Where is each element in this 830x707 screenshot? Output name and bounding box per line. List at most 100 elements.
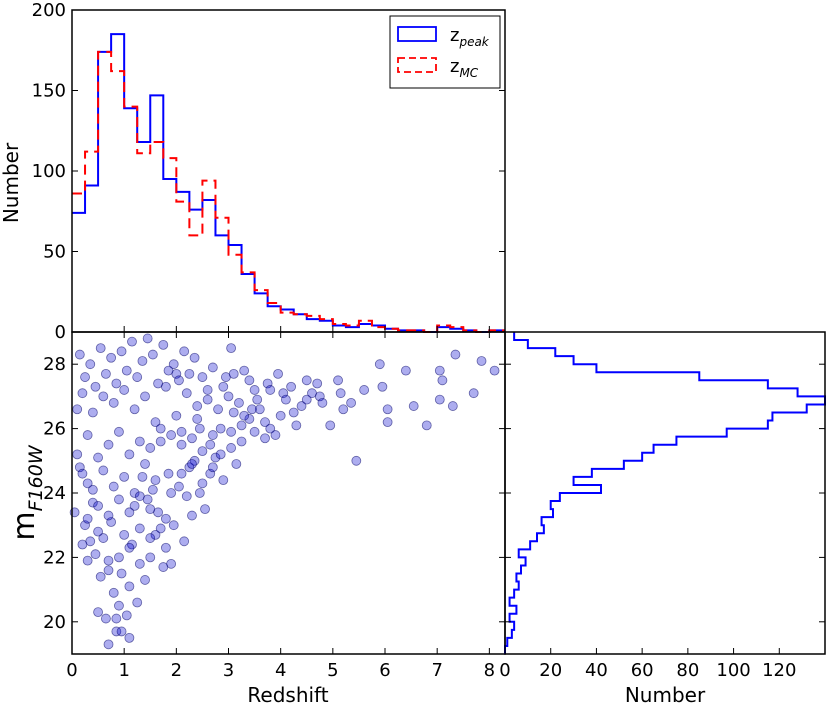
scatter-point [166,430,177,440]
scatter-point [359,385,370,395]
x-tick-label: 100 [716,660,750,681]
scatter-point [187,459,197,469]
scatter-point [202,385,213,395]
scatter-point [176,439,187,450]
scatter-point [234,397,244,408]
scatter-point [114,600,124,611]
scatter-point [90,549,101,560]
scatter-point [98,465,109,476]
scatter-point [239,365,250,376]
scatter-point [236,436,247,447]
scatter-point [447,401,458,411]
scatter-point [174,481,184,492]
scatter-point [192,414,203,424]
scatter-point [77,539,88,550]
legend-swatch-peak [397,26,437,42]
scatter-point [236,420,247,431]
x-tick-label: 20 [539,660,562,681]
scatter-point [301,375,312,386]
scatter-point [129,488,140,498]
scatter-point [226,443,237,453]
scatter-point [163,468,174,479]
scatter-point [82,513,93,524]
scatter-point [244,375,255,386]
y-tick-label: 26 [43,419,66,440]
scatter-point [124,581,135,592]
scatter-point [124,449,135,460]
scatter-point [296,401,307,411]
scatter-point [223,391,234,402]
scatter-point [215,449,226,460]
scatter-point [210,452,221,463]
scatter-point [116,568,127,579]
scatter-point [150,475,161,486]
scatter-point [119,529,130,540]
legend-label-mc-sub: MC [459,66,478,80]
legend-label-peak-main: z [450,25,459,46]
scatter-y-ticks: 20 22 24 26 28 [43,354,505,633]
legend: zpeak zMC [389,15,501,89]
scatter-point [179,346,190,357]
right-histogram-x-ticks: 0 20 40 60 80 100 120 [499,363,825,681]
scatter-point [189,455,200,466]
scatter-point [215,423,226,434]
scatter-point [239,410,250,421]
scatter-point [90,381,101,392]
right-histogram-frame [504,331,826,655]
x-tick-label: 40 [585,660,608,681]
scatter-point [158,562,169,572]
scatter-point [400,365,411,376]
scatter-point [103,439,114,450]
scatter-point [77,468,88,479]
scatter-point [145,504,156,515]
scatter-point [270,430,281,440]
scatter-point [468,388,479,399]
scatter-point [265,423,276,434]
scatter-point [147,484,158,495]
scatter-point [249,426,260,437]
scatter-point [291,420,302,431]
scatter-panel: 0 1 2 3 4 5 6 7 8 20 22 24 26 28 Redshift mF160W [7,331,506,707]
scatter-point [116,346,127,357]
scatter-point [377,381,388,392]
scatter-point [111,378,122,389]
scatter-point [374,359,385,370]
scatter-point [176,426,187,437]
legend-label-mc-main: z [450,56,459,77]
x-tick-label: 4 [275,660,286,681]
scatter-point [161,542,171,553]
scatter-point [207,430,218,440]
y-tick-label: 150 [32,81,66,102]
scatter-point [213,404,223,415]
scatter-point [77,388,88,399]
scatter-point [134,523,145,534]
right-histogram-xlabel: Number [625,683,706,707]
scatter-point [207,362,218,373]
scatter-point [87,497,98,508]
scatter-point [145,443,156,453]
scatter-point [103,639,114,650]
legend-label-peak-sub: peak [458,35,489,49]
scatter-point [95,571,106,582]
scatter-point [129,500,140,511]
scatter-point [93,500,103,511]
scatter-point [194,488,205,498]
legend-box [389,15,501,89]
scatter-point [346,397,357,408]
scatter-point [450,349,461,360]
scatter-point [111,626,122,637]
scatter-point [317,397,328,408]
scatter-point [108,397,119,408]
scatter-point [335,388,346,399]
scatter-point [382,404,393,415]
scatter-point [116,626,127,637]
x-tick-label: 1 [118,660,129,681]
scatter-point [171,410,182,421]
scatter-point [338,404,349,415]
x-tick-label: 7 [431,660,442,681]
scatter-point [72,404,83,415]
scatter-point [181,388,192,399]
scatter-point [228,368,239,379]
scatter-point [194,423,205,434]
